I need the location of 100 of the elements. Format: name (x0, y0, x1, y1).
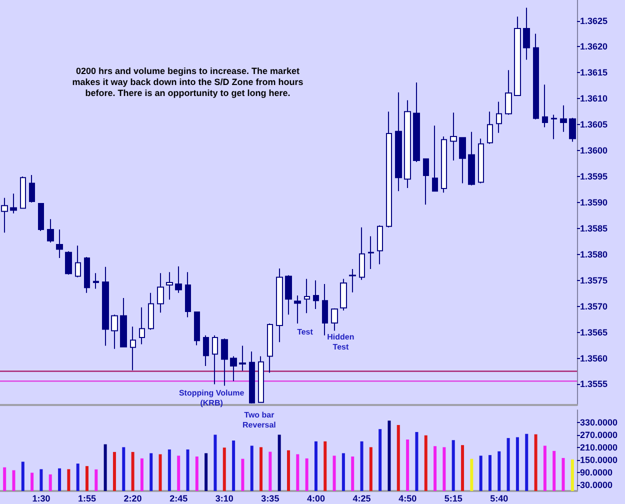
candlestick (221, 338, 228, 386)
bar (506, 438, 510, 491)
candlestick (175, 266, 182, 294)
candlestick (29, 174, 35, 203)
bar (260, 447, 263, 491)
candlestick (560, 104, 567, 132)
bar (332, 456, 336, 491)
candlestick (340, 278, 347, 311)
candlestick (505, 70, 512, 116)
bar (150, 453, 153, 491)
y-tick-label: 150.0000 (580, 454, 618, 465)
x-tick-label: 5:15 (444, 494, 462, 504)
candlestick (331, 308, 338, 332)
bar (388, 420, 391, 491)
bar (314, 441, 318, 491)
candlestick (276, 268, 283, 343)
bar (534, 434, 538, 491)
candlestick (166, 272, 173, 300)
bar (434, 446, 437, 491)
annotation: Two bar Reversal (242, 410, 276, 430)
bar (232, 440, 236, 491)
bar (479, 456, 482, 491)
bar (222, 448, 226, 491)
bar (351, 456, 354, 491)
candlestick (478, 138, 484, 184)
annotation: 0200 hrs and volume begins to increase. The market makes it way back down into the S/D Zone from hours before. There is an opportunity to get long here. (72, 66, 304, 98)
y-tick-label: 1.3565 (580, 327, 608, 338)
candlestick (322, 284, 328, 336)
candlestick (130, 326, 136, 371)
x-tick-label: 4:00 (306, 494, 325, 504)
y-tick-label: 1.3620 (580, 42, 608, 52)
x-tick-label: 1:30 (32, 494, 50, 504)
bar (76, 464, 80, 491)
candlestick (459, 137, 466, 184)
candlestick (47, 218, 54, 243)
candlestick (294, 294, 301, 324)
candlestick (487, 111, 493, 144)
y-tick-label: 1.3625 (580, 16, 608, 26)
candlestick (569, 117, 576, 142)
bar (570, 459, 574, 491)
bar (378, 429, 382, 491)
candlestick (185, 272, 191, 318)
bar (342, 453, 345, 491)
bar (415, 432, 418, 491)
bar (186, 449, 190, 491)
bar (543, 446, 546, 491)
y-tick-label: 90.0000 (580, 467, 613, 478)
candlestick (194, 311, 200, 346)
bar (305, 458, 308, 491)
candlestick (56, 229, 63, 259)
candlestick (111, 314, 118, 350)
x-tick-label: 4:50 (398, 494, 417, 504)
bar (396, 424, 400, 491)
candlestick (423, 158, 429, 206)
bar (552, 450, 556, 491)
candlestick (359, 226, 365, 280)
candlestick (551, 114, 557, 140)
candlestick (523, 7, 530, 60)
candlestick (10, 193, 17, 214)
candlestick (496, 101, 502, 134)
candlestick (239, 345, 246, 372)
bar (12, 470, 16, 491)
candlestick (65, 250, 72, 276)
annotation: Stopping Volume (KRB) (178, 388, 245, 408)
bar (296, 454, 300, 491)
bar (86, 466, 89, 491)
candlestick (432, 125, 438, 192)
candlestick (258, 356, 264, 404)
bar (177, 456, 180, 491)
bar (488, 455, 492, 491)
bar (406, 439, 410, 491)
bar (287, 450, 290, 491)
candlestick (514, 16, 521, 97)
bar (104, 444, 107, 491)
bar (470, 458, 474, 491)
candlestick (441, 136, 447, 194)
bar (140, 458, 144, 491)
bar (131, 452, 134, 491)
candlestick (93, 272, 99, 290)
y-tick-label: 1.3605 (580, 120, 608, 130)
candlestick (468, 131, 475, 186)
bar (122, 447, 126, 491)
candlestick (313, 280, 319, 310)
bar (250, 446, 254, 491)
candlestick (203, 334, 209, 367)
y-tick-label: 1.3600 (580, 146, 608, 156)
candlestick (377, 224, 383, 265)
x-tick-label: 4:25 (352, 494, 371, 504)
candlestick (349, 268, 356, 293)
bar (3, 467, 6, 491)
candlestick (285, 274, 292, 316)
candlestick (267, 322, 273, 374)
candlestick (304, 278, 310, 314)
candlestick (249, 351, 255, 404)
bar (516, 437, 519, 491)
candlestick (20, 176, 26, 210)
bar (58, 468, 62, 491)
x-tick-label: 2:20 (124, 494, 142, 504)
y-tick-label: 1.3610 (580, 94, 608, 104)
candlestick (75, 245, 81, 278)
